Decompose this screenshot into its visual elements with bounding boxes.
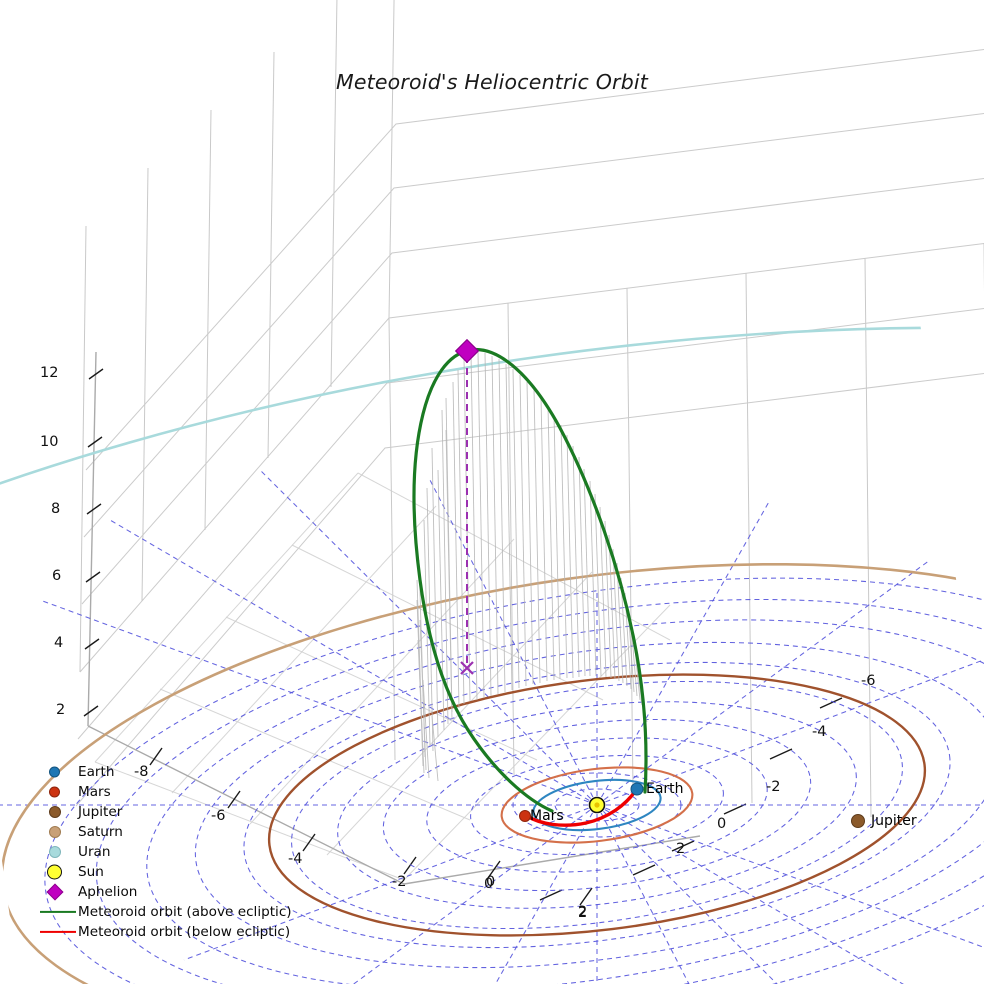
x-tick-minus2: -2	[392, 874, 407, 890]
x-tick-0: 0	[484, 876, 494, 892]
aphelion-foot-marker	[460, 661, 474, 675]
z-tick-6: 6	[52, 568, 62, 584]
earth-dot-icon	[38, 762, 78, 782]
y-axis-line	[403, 835, 701, 885]
legend-item-mars[interactable]: Mars	[38, 782, 290, 802]
saturn-dot-icon	[38, 822, 78, 842]
mars-label: Mars	[530, 808, 564, 824]
x-tick-minus6: -6	[211, 808, 226, 824]
jupiter-dot-icon	[38, 802, 78, 822]
back-pane-gridlines	[75, 49, 984, 807]
legend-item-saturn[interactable]: Saturn	[38, 822, 290, 842]
legend-item-aphelion[interactable]: Aphelion	[38, 882, 290, 902]
jupiter-marker	[851, 814, 865, 828]
y-tick-0-lower: 0	[486, 874, 496, 890]
z-tick-12: 12	[40, 365, 59, 381]
planet-markers	[454, 338, 865, 828]
polar-grid-radials	[0, 469, 984, 984]
page-title: Meteoroid's Heliocentric Orbit	[335, 70, 649, 94]
meteoroid-orbit-above-ecliptic	[412, 347, 648, 813]
mars-orbit-path	[500, 766, 694, 844]
uranus-dot-icon	[38, 842, 78, 862]
earth-marker	[630, 782, 644, 796]
floor-grid-y	[94, 472, 671, 881]
plot-legend: Earth Mars Jupiter Saturn Uran	[38, 762, 292, 942]
mars-dot-icon	[38, 782, 78, 802]
jupiter-label: Jupiter	[871, 813, 917, 829]
jupiter-orbit-path	[267, 673, 927, 937]
y-tick-2-bottom: 2	[578, 905, 588, 921]
y-tick-2-lower: 2	[676, 841, 686, 857]
z-axis-line	[87, 351, 97, 727]
sun-dot-icon	[38, 862, 78, 882]
y-tick-minus2: -2	[766, 779, 781, 795]
back-pane-vertical-gridlines	[79, 0, 395, 673]
x-tick-minus8: -8	[134, 764, 149, 780]
legend-item-sun[interactable]: Sun	[38, 862, 290, 882]
aphelion-diamond-icon	[38, 882, 78, 902]
aphelion-marker	[454, 338, 480, 364]
floor-grid-x	[94, 472, 671, 881]
legend-item-jupiter[interactable]: Jupiter	[38, 802, 290, 822]
red-line-icon	[38, 922, 78, 942]
z-tick-10: 10	[40, 434, 59, 450]
z-tick-8: 8	[51, 501, 61, 517]
meteoroid-orbit-below-ecliptic	[525, 788, 638, 827]
green-line-icon	[38, 902, 78, 922]
y-tick-minus6: -6	[861, 673, 876, 689]
y-tick-minus4: -4	[812, 724, 827, 740]
earth-orbit-path	[532, 778, 662, 832]
y-tick-0-upper: 0	[717, 816, 727, 832]
x-tick-minus4: -4	[288, 851, 303, 867]
uranus-orbit-path	[0, 326, 984, 984]
x-tick-2: 2	[578, 904, 588, 920]
legend-item-meteoroid-below[interactable]: Meteoroid orbit (below ecliptic)	[38, 922, 290, 942]
polar-grid-circles	[44, 577, 984, 984]
z-tick-2: 2	[56, 702, 66, 718]
legend-item-uran[interactable]: Uran	[38, 842, 290, 862]
legend-item-meteoroid-above[interactable]: Meteoroid orbit (above ecliptic)	[38, 902, 292, 922]
earth-label: Earth	[646, 781, 684, 797]
aphelion-drop-line	[460, 356, 474, 675]
z-tick-4: 4	[54, 635, 64, 651]
mars-marker	[519, 810, 531, 822]
axis-ticks	[83, 368, 843, 906]
legend-item-earth[interactable]: Earth	[38, 762, 290, 782]
